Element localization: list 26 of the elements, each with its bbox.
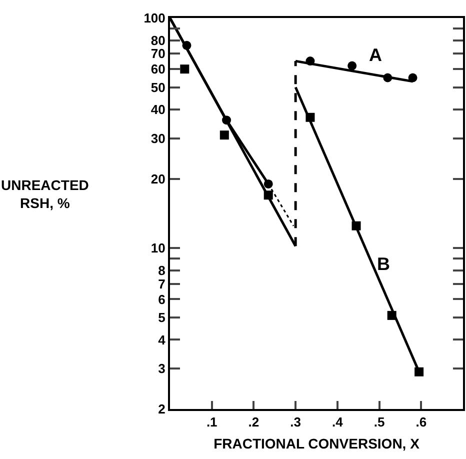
x-tick-label: .5 [374, 414, 385, 430]
x-tick-label: .3 [290, 414, 301, 430]
y-tick-label: 10 [150, 240, 166, 256]
y-tick-label: 8 [158, 262, 166, 278]
y-tick-label: 60 [150, 62, 166, 77]
x-tick-label: .1 [206, 414, 218, 430]
y-tick-label: 20 [150, 171, 166, 186]
x-tick-label: .4 [332, 414, 344, 430]
y-tick-label: 40 [150, 102, 166, 118]
y-tick-label: 70 [150, 46, 166, 62]
y-tick-label: 30 [150, 130, 166, 146]
y-tick-label: 80 [150, 32, 166, 48]
series-label: A [369, 45, 382, 65]
x-axis-title: FRACTIONAL CONVERSION, X [214, 435, 420, 452]
x-tick-label: .6 [416, 414, 427, 430]
y-tick-label: 100 [144, 10, 166, 26]
y-tick-label: 50 [150, 80, 166, 95]
y-tick-label: 4 [158, 332, 166, 348]
y-tick-label: 7 [158, 276, 166, 292]
y-tick-label: 5 [158, 310, 166, 325]
y-tick-label: 3 [158, 361, 166, 376]
x-tick-label: .2 [248, 414, 260, 430]
y-tick-label: 6 [158, 292, 166, 307]
y-axis-title: UNREACTED RSH, % [1, 177, 89, 212]
series-label: B [377, 254, 390, 274]
y-tick-label: 2 [158, 402, 166, 417]
